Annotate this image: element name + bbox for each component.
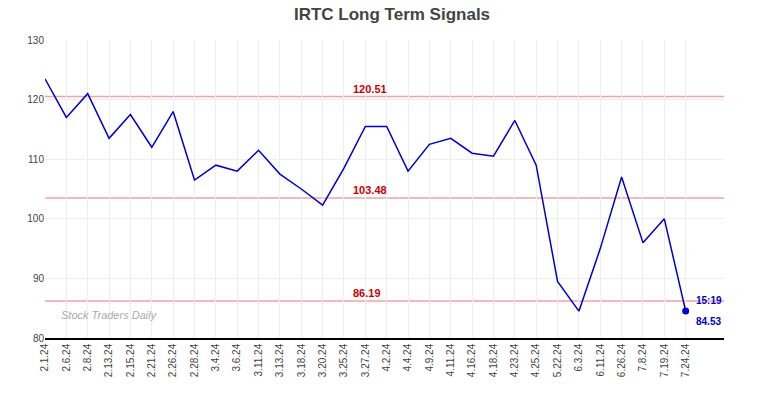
svg-text:5.22.24: 5.22.24 — [552, 343, 563, 377]
svg-text:130: 130 — [27, 35, 44, 46]
svg-text:4.25.24: 4.25.24 — [530, 343, 541, 377]
svg-text:3.20.24: 3.20.24 — [317, 343, 328, 377]
svg-text:3.11.24: 3.11.24 — [253, 343, 264, 376]
svg-text:6.26.24: 6.26.24 — [616, 343, 627, 377]
svg-text:2.1.24: 2.1.24 — [39, 343, 50, 371]
svg-text:90: 90 — [33, 273, 45, 284]
svg-text:4.4.24: 4.4.24 — [402, 343, 413, 371]
svg-text:2.6.24: 2.6.24 — [61, 343, 72, 371]
svg-text:3.6.24: 3.6.24 — [231, 343, 242, 371]
svg-text:80: 80 — [33, 333, 45, 344]
svg-text:120: 120 — [27, 94, 44, 105]
svg-text:2.21.24: 2.21.24 — [146, 343, 157, 377]
svg-text:3.27.24: 3.27.24 — [360, 343, 371, 377]
svg-text:Stock Traders Daily: Stock Traders Daily — [61, 309, 158, 321]
svg-text:84.53: 84.53 — [696, 316, 721, 327]
svg-text:2.28.24: 2.28.24 — [189, 343, 200, 377]
svg-text:2.26.24: 2.26.24 — [167, 343, 178, 377]
svg-text:4.16.24: 4.16.24 — [466, 343, 477, 377]
svg-text:110: 110 — [28, 154, 44, 165]
svg-text:15:19: 15:19 — [696, 295, 722, 306]
svg-text:100: 100 — [27, 213, 44, 224]
svg-text:IRTC Long Term Signals: IRTC Long Term Signals — [294, 5, 490, 24]
svg-text:3.13.24: 3.13.24 — [274, 343, 285, 377]
svg-text:4.18.24: 4.18.24 — [488, 343, 499, 377]
svg-text:120.51: 120.51 — [353, 83, 387, 95]
svg-text:3.18.24: 3.18.24 — [296, 343, 307, 377]
svg-text:6.11.24: 6.11.24 — [595, 343, 606, 376]
svg-text:86.19: 86.19 — [353, 287, 381, 299]
svg-text:4.11.24: 4.11.24 — [445, 343, 456, 376]
svg-text:103.48: 103.48 — [353, 184, 387, 196]
svg-text:2.15.24: 2.15.24 — [125, 343, 136, 377]
svg-text:7.19.24: 7.19.24 — [659, 343, 670, 377]
svg-text:6.3.24: 6.3.24 — [573, 343, 584, 371]
svg-text:4.9.24: 4.9.24 — [424, 343, 435, 371]
svg-text:3.25.24: 3.25.24 — [338, 343, 349, 377]
svg-text:7.24.24: 7.24.24 — [680, 343, 691, 377]
svg-text:4.23.24: 4.23.24 — [509, 343, 520, 377]
svg-text:2.8.24: 2.8.24 — [82, 343, 93, 371]
svg-text:7.8.24: 7.8.24 — [637, 343, 648, 371]
svg-text:2.13.24: 2.13.24 — [103, 343, 114, 377]
svg-text:3.4.24: 3.4.24 — [210, 343, 221, 371]
svg-text:4.2.24: 4.2.24 — [381, 343, 392, 371]
